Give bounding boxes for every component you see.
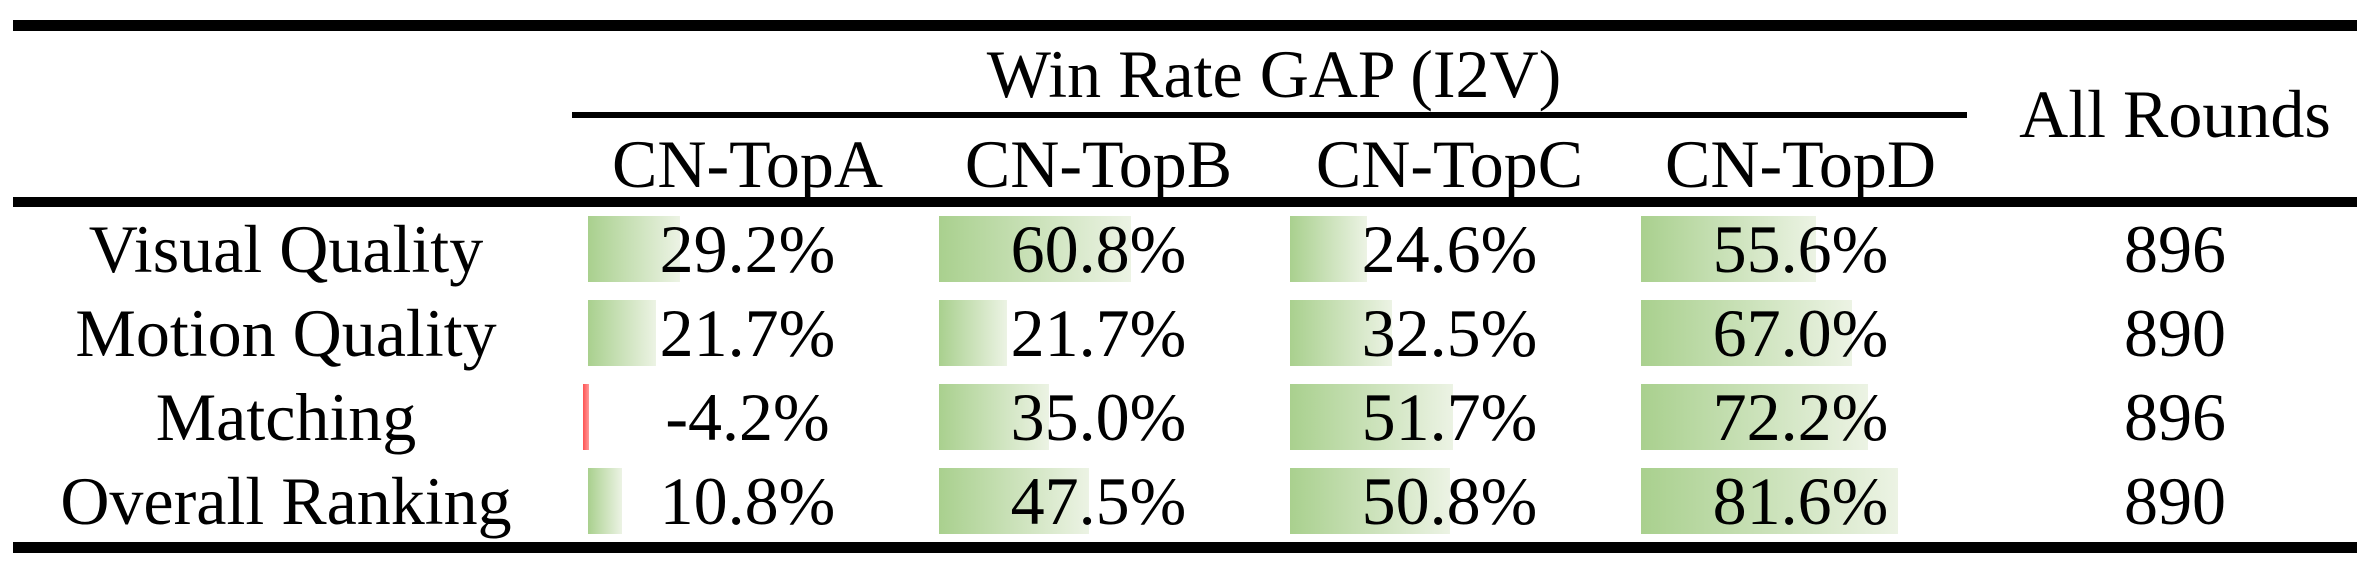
column-header-cn-topd: CN-TopD (1664, 126, 1936, 202)
cell-value: 21.7% (1010, 294, 1187, 371)
cell-value: -4.2% (665, 378, 830, 455)
group-header-cell: Win Rate GAP (I2V) CN-TopA CN-TopB CN-To… (572, 31, 1976, 202)
cell-value: 50.8% (1361, 462, 1538, 539)
data-cell: 29.2% (572, 207, 923, 291)
cell-value: 21.7% (659, 294, 836, 371)
table-body: Visual Quality 29.2% 60.8% 24.6% 55.6% 8… (0, 207, 2374, 543)
table-row-matching: Matching -4.2% 35.0% 51.7% 72.2% 896 (0, 375, 2374, 459)
data-bar (1290, 300, 1392, 366)
data-cell: 10.8% (572, 459, 923, 543)
column-header-all-rounds: All Rounds (2019, 75, 2331, 152)
data-bar (588, 216, 680, 282)
group-header-underline (572, 112, 1967, 118)
column-headers: CN-TopA CN-TopB CN-TopC CN-TopD (572, 125, 1976, 202)
data-bar (1641, 468, 1898, 534)
all-rounds-value: 890 (2124, 294, 2226, 371)
cell-value: 24.6% (1361, 210, 1538, 287)
data-bar (1290, 384, 1453, 450)
data-bar (588, 300, 656, 366)
data-bar (1641, 300, 1852, 366)
corner-empty-cell (0, 31, 572, 197)
data-cell: 35.0% (923, 375, 1274, 459)
group-header-title: Win Rate GAP (I2V) (986, 35, 1562, 112)
data-cell: 50.8% (1274, 459, 1625, 543)
data-cell: 32.5% (1274, 291, 1625, 375)
data-cell: 47.5% (923, 459, 1274, 543)
table-row-overall-ranking: Overall Ranking 10.8% 47.5% 50.8% 81.6% … (0, 459, 2374, 543)
cell-value: 51.7% (1361, 378, 1538, 455)
row-label: Motion Quality (75, 294, 497, 371)
cell-value: 10.8% (659, 462, 836, 539)
table-header: Win Rate GAP (I2V) CN-TopA CN-TopB CN-To… (0, 31, 2374, 202)
data-cell: 67.0% (1625, 291, 1976, 375)
column-header-cn-topb: CN-TopB (964, 126, 1233, 202)
cell-value: 47.5% (1010, 462, 1187, 539)
column-header-cn-topc: CN-TopC (1315, 126, 1584, 202)
cell-value: 81.6% (1712, 462, 1889, 539)
cell-value: 72.2% (1712, 378, 1889, 455)
data-bar (939, 216, 1131, 282)
table-row-motion-quality: Motion Quality 21.7% 21.7% 32.5% 67.0% 8… (0, 291, 2374, 375)
cell-value: 67.0% (1712, 294, 1889, 371)
data-cell: -4.2% (572, 375, 923, 459)
cell-value: 35.0% (1010, 378, 1187, 455)
data-cell: 21.7% (923, 291, 1274, 375)
data-bar (1290, 468, 1450, 534)
data-bar (939, 384, 1049, 450)
table-mid-rule (13, 197, 2357, 207)
data-cell: 81.6% (1625, 459, 1976, 543)
data-cell: 24.6% (1274, 207, 1625, 291)
data-bar (1641, 216, 1816, 282)
table-row-visual-quality: Visual Quality 29.2% 60.8% 24.6% 55.6% 8… (0, 207, 2374, 291)
data-bar (939, 468, 1089, 534)
data-cell: 51.7% (1274, 375, 1625, 459)
cell-value: 60.8% (1010, 210, 1187, 287)
data-bar (939, 300, 1007, 366)
data-bar (583, 384, 589, 450)
data-bar (1641, 384, 1868, 450)
all-rounds-value: 896 (2124, 378, 2226, 455)
data-cell: 21.7% (572, 291, 923, 375)
row-label: Visual Quality (88, 210, 484, 287)
data-bar (588, 468, 622, 534)
row-label: Matching (155, 378, 417, 455)
data-bar (1290, 216, 1367, 282)
row-label: Overall Ranking (60, 462, 512, 539)
all-rounds-value: 890 (2124, 462, 2226, 539)
column-header-cn-topa: CN-TopA (611, 126, 883, 202)
data-cell: 72.2% (1625, 375, 1976, 459)
cell-value: 55.6% (1712, 210, 1889, 287)
cell-value: 32.5% (1361, 294, 1538, 371)
all-rounds-value: 896 (2124, 210, 2226, 287)
data-cell: 55.6% (1625, 207, 1976, 291)
table-bottom-rule (13, 542, 2357, 553)
table-top-rule (13, 20, 2357, 31)
data-cell: 60.8% (923, 207, 1274, 291)
cell-value: 29.2% (659, 210, 836, 287)
